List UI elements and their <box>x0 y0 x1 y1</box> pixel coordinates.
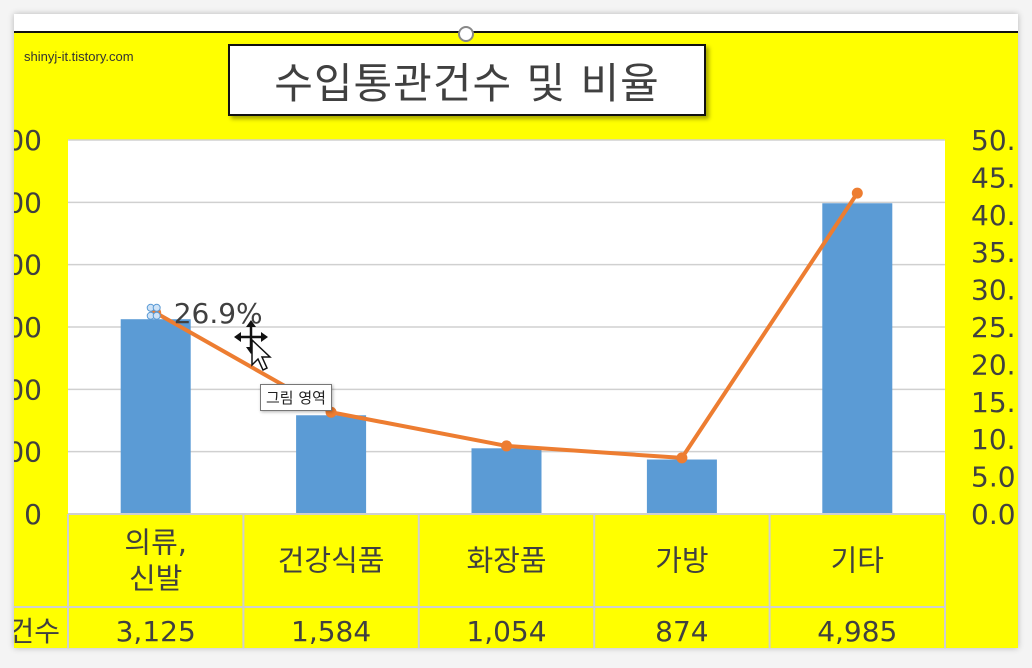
table-row-label: 건수 <box>14 615 60 648</box>
watermark-text: shinyj-it.tistory.com <box>24 49 134 64</box>
selection-handle <box>152 311 161 320</box>
data-label: 26.9% <box>174 297 263 330</box>
category-label: 가방 <box>655 544 708 578</box>
rotate-handle[interactable] <box>458 26 474 42</box>
y-left-tick-label: 00 <box>14 249 42 282</box>
y-right-tick-label: 15. <box>971 386 1016 419</box>
table-value: 4,985 <box>817 615 897 648</box>
y-right-tick-label: 25. <box>971 311 1016 344</box>
y-left-tick-label: 00 <box>14 124 42 157</box>
arrow-cursor-icon <box>251 338 272 372</box>
table-value: 874 <box>655 615 708 648</box>
table-value: 1,054 <box>466 615 546 648</box>
y-right-tick-label: 20. <box>971 348 1016 381</box>
y-right-tick-label: 35. <box>971 236 1016 269</box>
y-right-tick-label: 5.0 <box>971 461 1016 494</box>
bar <box>296 415 367 514</box>
y-right-tick-label: 0.0 <box>971 498 1016 531</box>
y-left-tick-label: 00 <box>14 436 42 469</box>
y-right-tick-label: 50. <box>971 124 1016 157</box>
move-cursor-icon <box>246 320 256 327</box>
y-right-tick-label: 10. <box>971 423 1016 456</box>
table-value: 3,125 <box>116 615 196 648</box>
category-label: 건강식품 <box>278 544 385 578</box>
chart-canvas[interactable]: shinyj-it.tistory.com 수입통관건수 및 비율 0 00 00 0… <box>14 14 1018 648</box>
y-left-tick-label: 00 <box>14 311 42 344</box>
plot-area-tooltip: 그림 영역 <box>260 384 332 411</box>
bar <box>646 459 717 514</box>
chart-area[interactable]: 00000000000000.05.010.15.20.25.30.35.40.… <box>14 14 1018 648</box>
category-label: 화장품 <box>466 544 546 578</box>
chart-title-box[interactable]: 수입통관건수 및 비율 <box>228 44 706 116</box>
bar <box>822 203 893 515</box>
y-left-tick-label: 0 <box>24 498 42 531</box>
bar <box>471 448 542 514</box>
slide-top-strip <box>14 14 1018 33</box>
y-right-tick-label: 45. <box>971 161 1016 194</box>
y-right-tick-label: 40. <box>971 199 1016 232</box>
category-label: 의류, 신발 <box>124 526 187 596</box>
bar <box>120 319 191 514</box>
y-right-tick-label: 30. <box>971 274 1016 307</box>
selection-handle <box>152 303 161 312</box>
ratio-point <box>676 452 688 464</box>
table-value: 1,584 <box>291 615 371 648</box>
category-label: 기타 <box>831 544 884 578</box>
move-cursor-icon <box>234 332 241 342</box>
ratio-point <box>851 187 863 199</box>
move-cursor-icon <box>261 332 268 342</box>
y-left-tick-label: 00 <box>14 373 42 406</box>
y-left-tick-label: 00 <box>14 186 42 219</box>
chart-title: 수입통관건수 및 비율 <box>274 58 660 108</box>
ratio-point <box>501 440 512 452</box>
